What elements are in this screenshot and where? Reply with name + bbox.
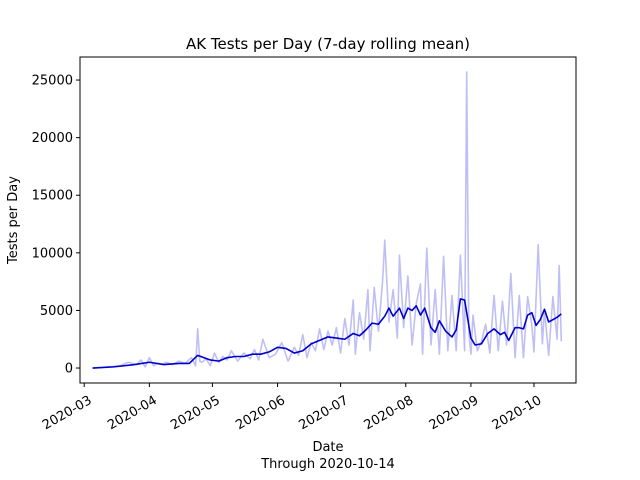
plot-frame — [79, 56, 577, 384]
x-axis-title: Date — [312, 440, 343, 455]
rolling-series-line — [92, 298, 562, 369]
chart-title: AK Tests per Day (7-day rolling mean) — [186, 35, 470, 53]
y-tick-label: 20000 — [32, 131, 73, 146]
y-tick-label: 15000 — [32, 189, 73, 204]
plot-area — [92, 71, 563, 369]
y-axis-title: Tests per Day — [6, 176, 21, 265]
y-tick-label: 0 — [65, 362, 73, 377]
y-tick-label: 25000 — [32, 74, 73, 89]
y-tick-label: 5000 — [40, 304, 73, 319]
rolling-series-layer — [92, 298, 562, 369]
y-tick-label: 10000 — [32, 246, 73, 261]
x-axis-subtitle: Through 2020-10-14 — [260, 457, 395, 472]
y-axis: 0 5000 10000 15000 20000 25000 — [32, 74, 80, 377]
